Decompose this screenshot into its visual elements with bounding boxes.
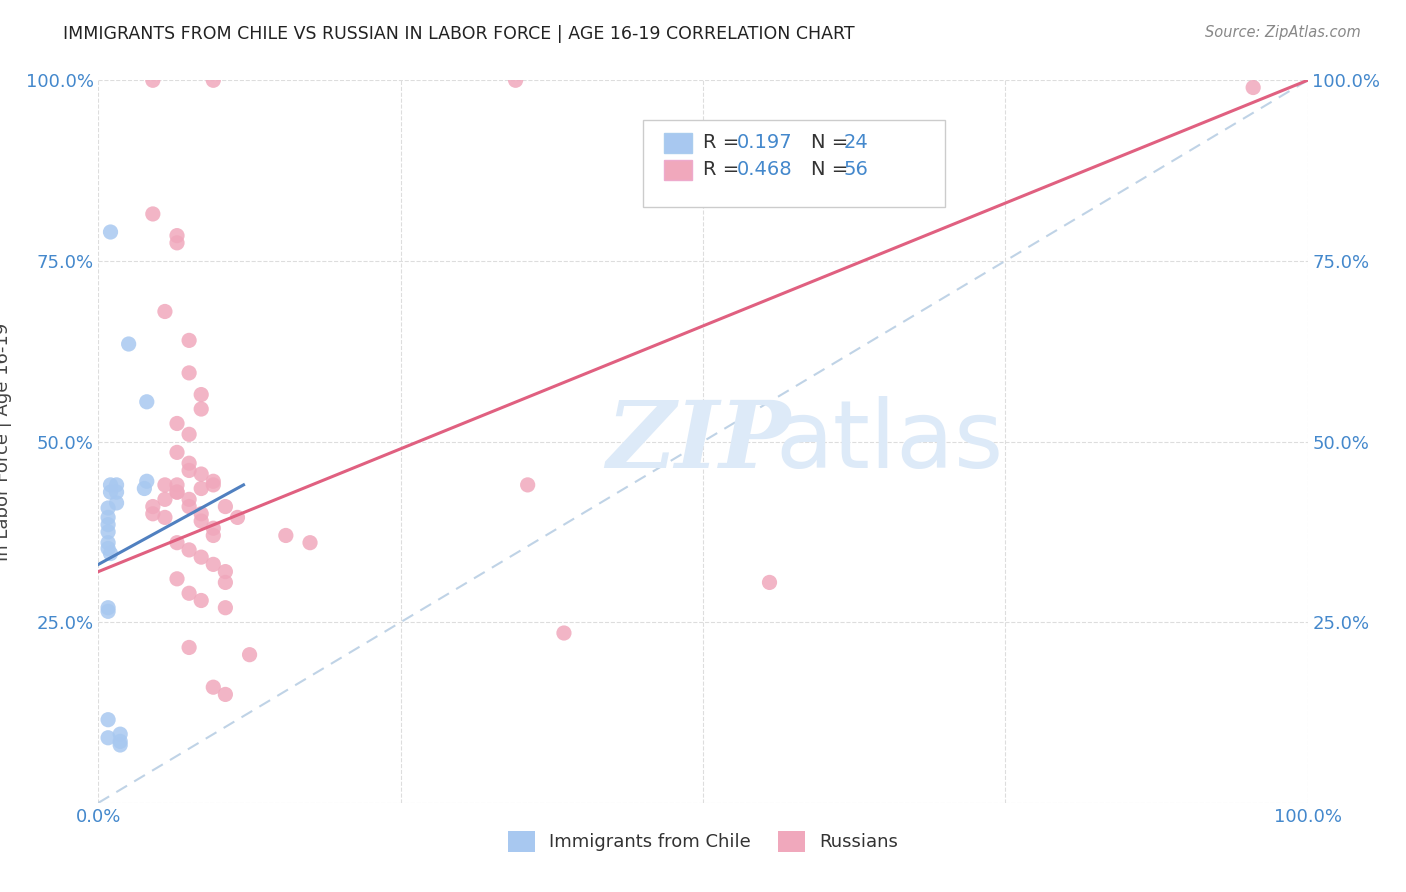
Point (179, 542, 201, 557)
Legend: Immigrants from Chile, Russians: Immigrants from Chile, Russians (501, 823, 905, 859)
Point (179, 640, 201, 655)
Point (142, 507, 165, 521)
Point (202, 73, 225, 87)
Point (105, 496, 128, 510)
Point (100, 485, 122, 500)
Point (166, 417, 188, 431)
Point (100, 225, 122, 239)
Point (97, 501, 120, 516)
Point (153, 304, 176, 318)
Text: 24: 24 (844, 134, 869, 153)
Point (166, 478, 188, 492)
Point (135, 475, 157, 489)
Point (1241, 80, 1264, 95)
Point (166, 535, 188, 549)
Point (274, 528, 297, 542)
Point (108, 738, 131, 752)
Point (553, 626, 575, 640)
Point (97, 524, 120, 539)
Point (202, 680, 225, 694)
Point (190, 550, 212, 565)
Point (190, 514, 212, 528)
Text: N =: N = (811, 134, 855, 153)
Point (202, 478, 225, 492)
Point (190, 507, 212, 521)
Text: R =: R = (703, 161, 745, 179)
Point (202, 528, 225, 542)
Point (97, 535, 120, 549)
Point (153, 510, 176, 524)
Point (166, 572, 188, 586)
Text: N =: N = (811, 161, 855, 179)
Point (202, 558, 225, 572)
Point (166, 235, 188, 250)
Point (179, 500, 201, 514)
Text: Source: ZipAtlas.com: Source: ZipAtlas.com (1205, 25, 1361, 40)
Point (214, 565, 236, 579)
Point (100, 478, 122, 492)
Point (214, 687, 236, 701)
Point (135, 394, 157, 409)
Point (214, 575, 236, 590)
Point (214, 600, 236, 615)
Point (179, 463, 201, 477)
Point (97, 713, 120, 727)
Point (190, 387, 212, 401)
Point (190, 482, 212, 496)
Point (97, 541, 120, 556)
Point (190, 593, 212, 607)
Point (179, 586, 201, 600)
Text: 0.468: 0.468 (737, 161, 793, 179)
Point (153, 492, 176, 507)
Point (214, 500, 236, 514)
Text: R =: R = (703, 134, 745, 153)
Point (190, 402, 212, 417)
Y-axis label: In Labor Force | Age 16-19: In Labor Force | Age 16-19 (0, 322, 11, 561)
Point (179, 366, 201, 380)
Point (108, 734, 131, 748)
Point (142, 73, 165, 87)
Point (134, 482, 156, 496)
Point (166, 485, 188, 500)
Point (166, 485, 188, 500)
Point (97, 510, 120, 524)
Point (97, 604, 120, 618)
Point (190, 467, 212, 481)
Point (299, 535, 322, 549)
Text: 56: 56 (844, 161, 869, 179)
Point (179, 492, 201, 507)
Point (516, 478, 538, 492)
Point (142, 207, 165, 221)
Point (105, 478, 128, 492)
Point (153, 478, 176, 492)
Point (108, 727, 131, 741)
Text: IMMIGRANTS FROM CHILE VS RUSSIAN IN LABOR FORCE | AGE 16-19 CORRELATION CHART: IMMIGRANTS FROM CHILE VS RUSSIAN IN LABO… (63, 25, 855, 43)
Point (179, 334, 201, 348)
Point (166, 445, 188, 459)
Point (202, 475, 225, 489)
Text: ZIP: ZIP (606, 397, 790, 486)
Point (97, 731, 120, 745)
Point (758, 575, 780, 590)
Point (226, 510, 249, 524)
Point (179, 427, 201, 442)
Text: atlas: atlas (776, 395, 1004, 488)
Point (97, 600, 120, 615)
Point (239, 648, 262, 662)
Point (97, 517, 120, 532)
Point (100, 547, 122, 561)
Text: 0.197: 0.197 (737, 134, 793, 153)
Point (142, 500, 165, 514)
Point (105, 485, 128, 500)
Point (118, 337, 141, 351)
Point (202, 521, 225, 535)
Point (505, 73, 527, 87)
Point (166, 228, 188, 243)
Point (179, 456, 201, 470)
